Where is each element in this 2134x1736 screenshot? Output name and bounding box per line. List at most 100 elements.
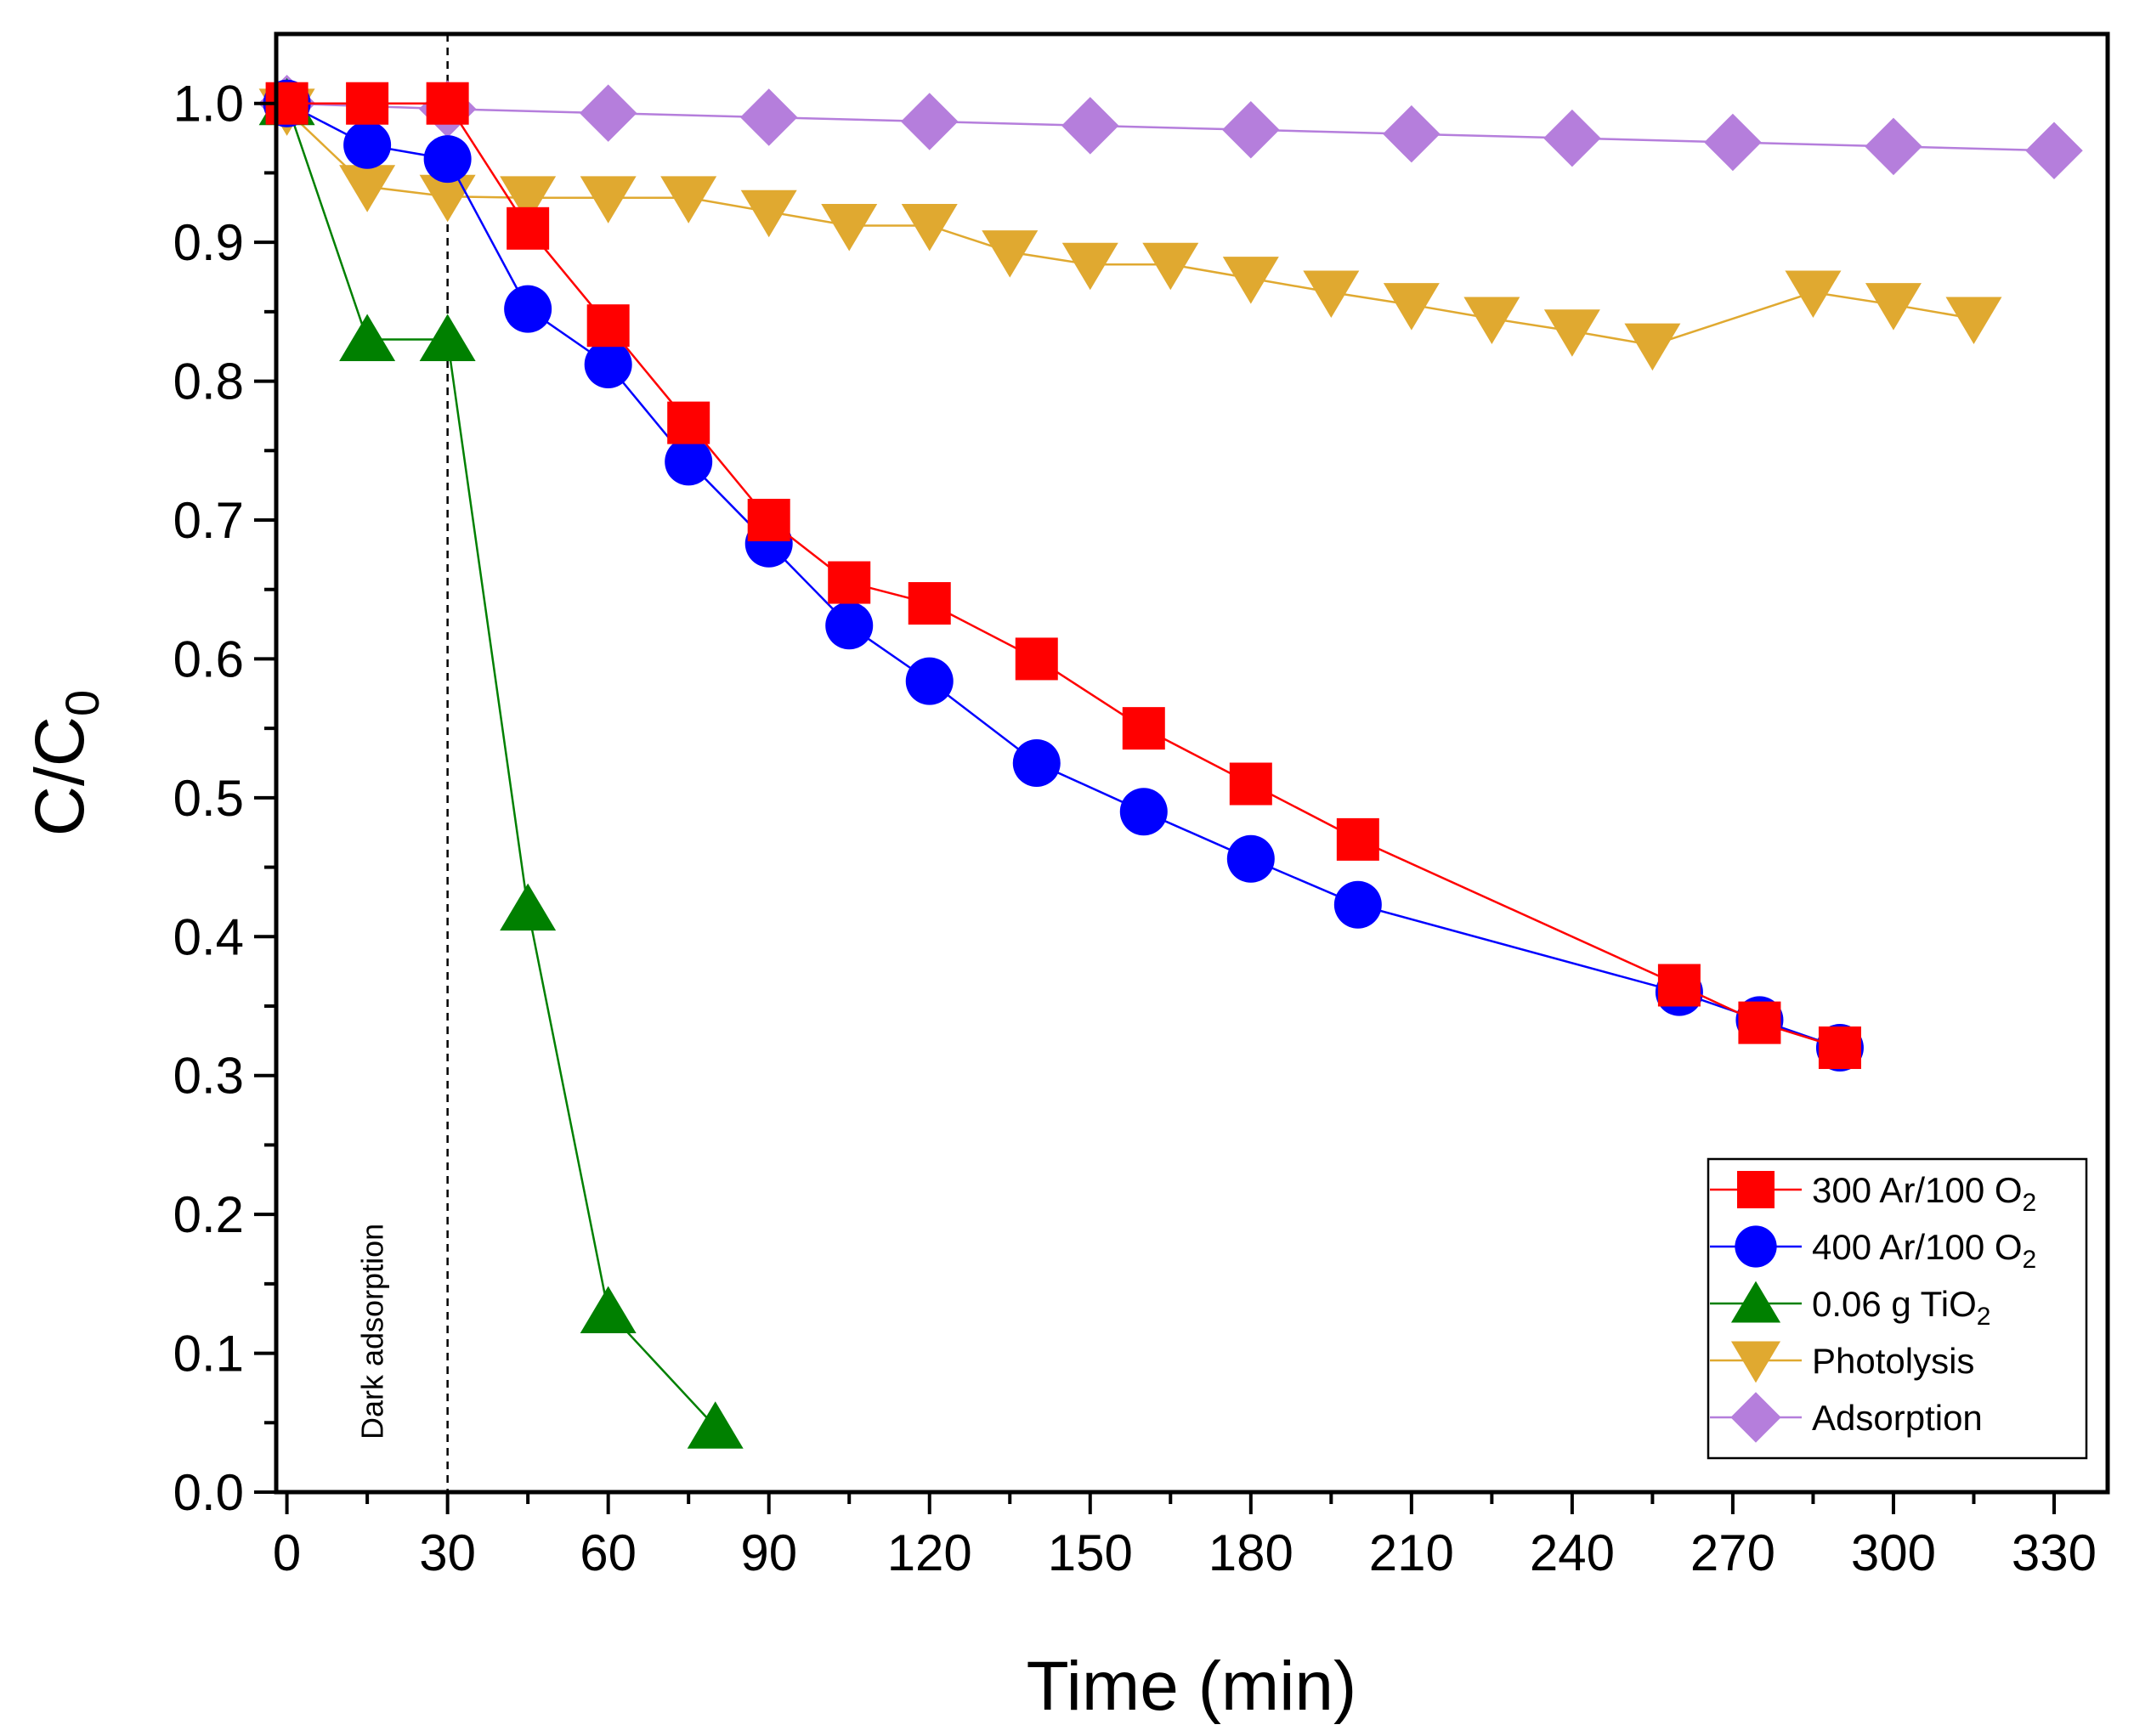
data-point — [1222, 257, 1279, 304]
series-line — [286, 102, 1841, 1049]
data-point — [1333, 880, 1382, 929]
data-point — [1222, 101, 1280, 159]
data-point — [586, 304, 630, 348]
y-tick-label: 0.0 — [173, 1464, 244, 1521]
data-point — [665, 438, 713, 486]
data-point — [747, 499, 790, 541]
data-point — [1383, 283, 1440, 331]
data-point — [1122, 707, 1165, 750]
data-point — [1657, 964, 1701, 1007]
legend-entry: Photolysis — [1710, 1341, 1974, 1383]
x-tick-label: 120 — [887, 1524, 972, 1581]
data-point — [821, 204, 878, 252]
legend-marker — [1730, 1281, 1781, 1323]
y-tick-label: 0.6 — [173, 631, 244, 687]
data-point — [579, 84, 637, 142]
legend-entry: 0.06 g TiO2 — [1710, 1281, 1990, 1331]
data-point — [1818, 1026, 1861, 1070]
legend-marker — [1737, 1171, 1775, 1208]
data-point — [339, 165, 396, 212]
series-diamond — [258, 74, 2083, 180]
legend-entry: 400 Ar/100 O2 — [1710, 1225, 2036, 1274]
y-tick-label: 0.9 — [173, 214, 244, 271]
y-tick-label: 0.4 — [173, 908, 244, 965]
data-point — [1463, 297, 1520, 345]
data-point — [667, 401, 710, 444]
y-tick-label: 0.7 — [173, 492, 244, 549]
data-point — [908, 582, 951, 625]
data-point — [580, 176, 637, 223]
x-tick-label: 90 — [740, 1524, 797, 1581]
x-tick-label: 240 — [1530, 1524, 1615, 1581]
data-point — [1015, 637, 1058, 681]
data-point — [1865, 283, 1922, 331]
x-tick-label: 300 — [1851, 1524, 1936, 1581]
y-tick-label: 0.2 — [173, 1186, 244, 1243]
legend: 300 Ar/100 O2 400 Ar/100 O2 0.06 g TiO2 Pho… — [1707, 1157, 2088, 1460]
data-point — [339, 314, 396, 362]
legend-entry: Adsorption — [1710, 1392, 1983, 1443]
x-tick-label: 210 — [1369, 1524, 1454, 1581]
data-point — [1383, 105, 1441, 163]
y-tick-label: 0.5 — [173, 770, 244, 827]
data-point — [1543, 109, 1601, 167]
x-tick-label: 30 — [419, 1524, 476, 1581]
data-point — [426, 82, 469, 125]
data-point — [1229, 762, 1272, 806]
data-point — [1945, 297, 2002, 345]
data-point — [1543, 309, 1600, 357]
y-tick-label: 0.8 — [173, 353, 244, 410]
x-tick-label: 60 — [580, 1524, 637, 1581]
data-point — [343, 121, 392, 169]
data-point — [900, 93, 959, 150]
data-point — [1336, 817, 1379, 861]
data-point — [687, 1401, 744, 1449]
data-point — [346, 82, 389, 125]
data-point — [905, 657, 954, 705]
x-tick-label: 180 — [1209, 1524, 1293, 1581]
dark-adsorption-label: Dark adsorption — [355, 1224, 390, 1439]
y-tick-label: 0.3 — [173, 1048, 244, 1105]
legend-marker — [1730, 1392, 1781, 1443]
x-tick-label: 0 — [273, 1524, 301, 1581]
data-point — [1303, 270, 1360, 318]
legend-label: 300 Ar/100 O2 — [1812, 1170, 2036, 1217]
y-axis-title: C/C0 — [21, 690, 109, 836]
data-point — [500, 176, 557, 223]
data-point — [825, 602, 874, 650]
data-point — [828, 561, 871, 604]
data-point — [1624, 323, 1681, 371]
legend-label: 0.06 g TiO2 — [1812, 1284, 1990, 1331]
plot-area-frame — [274, 31, 2110, 1495]
series-line — [286, 102, 1841, 1049]
data-point — [1119, 788, 1168, 836]
legend-marker — [1730, 1341, 1781, 1383]
data-point — [1785, 270, 1842, 318]
x-tick-label: 270 — [1690, 1524, 1775, 1581]
data-point — [500, 883, 557, 931]
data-point — [1226, 834, 1275, 883]
legend-label: 400 Ar/100 O2 — [1812, 1227, 2036, 1274]
data-point — [580, 1286, 637, 1334]
legend-entry: 300 Ar/100 O2 — [1710, 1170, 2036, 1217]
data-point — [1738, 1001, 1781, 1044]
legend-marker — [1735, 1225, 1777, 1268]
data-point — [1061, 242, 1118, 291]
data-point — [982, 230, 1039, 278]
legend-label: Adsorption — [1812, 1398, 1983, 1438]
data-point — [1142, 242, 1199, 291]
x-tick-label: 150 — [1048, 1524, 1133, 1581]
data-point — [419, 314, 476, 362]
data-point — [2025, 122, 2083, 180]
data-point — [504, 285, 552, 333]
series-square — [265, 82, 1861, 1070]
y-tick-label: 0.1 — [173, 1326, 244, 1383]
data-point — [740, 189, 797, 238]
data-point — [739, 88, 798, 146]
series-triangle-down — [258, 88, 2002, 371]
data-point — [1704, 113, 1762, 172]
legend-label: Photolysis — [1812, 1341, 1974, 1381]
data-point — [507, 206, 550, 250]
